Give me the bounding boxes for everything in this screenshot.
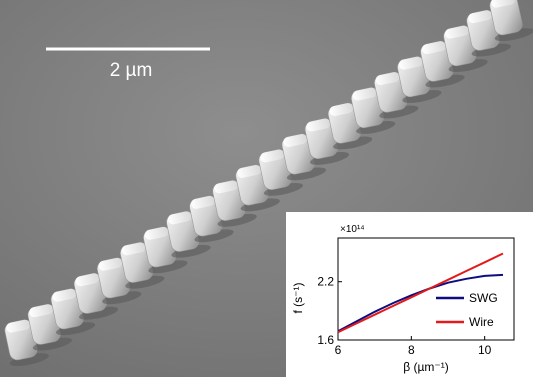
series-lines xyxy=(337,252,504,334)
legend-wire-label: Wire xyxy=(469,315,494,329)
nanopillar xyxy=(281,133,327,181)
nanopillar xyxy=(489,0,533,42)
nanopillar xyxy=(258,149,303,196)
nanopillar xyxy=(235,164,280,212)
nanopillar xyxy=(374,71,419,119)
y-multiplier: ×10¹⁴ xyxy=(340,224,365,235)
x-tick-label: 6 xyxy=(335,343,342,357)
nanopillar xyxy=(304,118,350,165)
nanopillar xyxy=(327,102,373,150)
y-axis-label: f (s⁻¹) xyxy=(291,283,305,314)
nanopillar xyxy=(351,87,396,134)
legend-swg-label: SWG xyxy=(469,291,498,305)
nanopillar xyxy=(420,41,465,88)
legend: SWG Wire xyxy=(436,291,498,329)
nanopillar xyxy=(73,273,119,320)
nanopillar xyxy=(189,195,234,243)
x-tick-label: 8 xyxy=(408,343,415,357)
x-tick-label: 10 xyxy=(478,343,492,357)
dispersion-inset: ×10¹⁴ 6 8 10 1.6 2.2 f (s⁻¹) β (µm⁻¹) SWG Wi… xyxy=(286,212,533,377)
pillar-array xyxy=(4,0,533,367)
y-tick-label: 1.6 xyxy=(317,333,334,347)
series-line-wire xyxy=(337,252,504,334)
nanopillar xyxy=(397,56,442,103)
nanopillar xyxy=(120,242,165,289)
scale-bar-label: 2 µm xyxy=(109,60,153,81)
nanopillar xyxy=(166,211,211,258)
nanopillar xyxy=(443,25,488,72)
plot-frame xyxy=(337,237,515,341)
axis-ticks: 6 8 10 1.6 2.2 xyxy=(317,275,491,357)
nanopillar xyxy=(4,319,49,367)
nanopillar xyxy=(27,304,73,351)
y-tick-label: 2.2 xyxy=(317,275,334,289)
x-axis-label: β (µm⁻¹) xyxy=(403,360,448,374)
nanopillar xyxy=(212,180,257,227)
nanopillar xyxy=(143,226,188,274)
